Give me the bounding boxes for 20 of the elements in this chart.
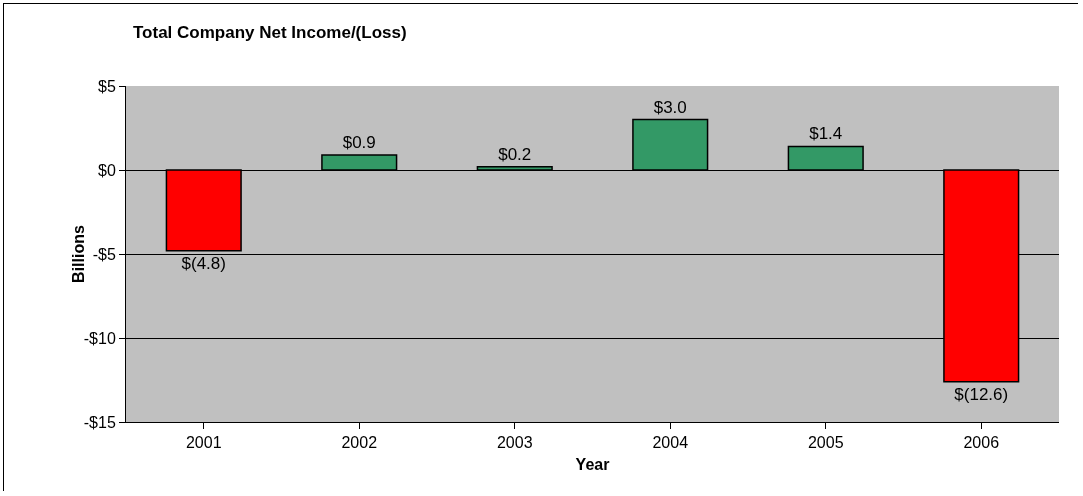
x-tick-label: 2004	[652, 434, 689, 452]
data-label: $0.2	[498, 144, 532, 164]
x-tick-label: 2002	[341, 434, 378, 452]
y-tick-label: $5	[98, 77, 116, 95]
data-label: $(12.6)	[954, 384, 1009, 404]
y-tick-label: -$10	[83, 329, 116, 347]
x-tick-label: 2006	[963, 434, 1000, 452]
data-label: $0.9	[342, 132, 376, 152]
y-tick-label: -$15	[83, 413, 116, 431]
data-label: $1.4	[809, 124, 843, 144]
y-tick-label: $0	[98, 161, 116, 179]
data-label: $3.0	[653, 97, 687, 117]
y-tick-label: -$5	[92, 245, 116, 263]
y-axis-title: Billions	[70, 225, 87, 283]
x-tick-label: 2003	[496, 434, 533, 452]
x-tick-label: 2001	[185, 434, 222, 452]
chart-title: Total Company Net Income/(Loss)	[133, 22, 407, 42]
data-label: $(4.8)	[181, 253, 226, 273]
x-tick-label: 2005	[807, 434, 844, 452]
x-axis-title: Year	[575, 455, 610, 473]
